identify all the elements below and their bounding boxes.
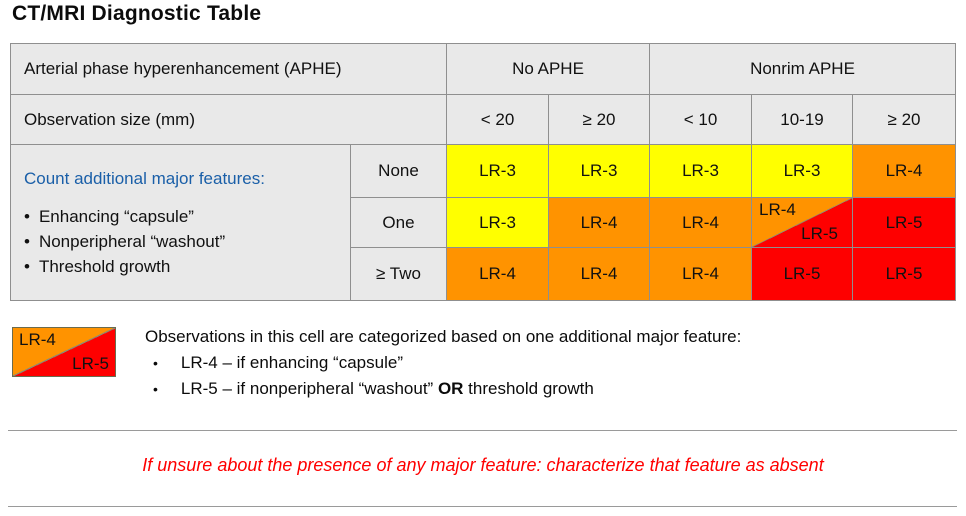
warning-text: If unsure about the presence of any majo… — [142, 455, 824, 475]
lr-cell: LR-3 — [447, 198, 549, 248]
legend-item-text: LR-5 – if nonperipheral “washout” OR thr… — [180, 379, 594, 398]
size-col-header-ge20b: ≥ 20 — [853, 95, 955, 145]
major-features-heading: Count additional major features: — [24, 169, 265, 188]
feature-item: • Enhancing “capsule” — [24, 204, 342, 229]
lr4-lr5-legend-swatch: LR-4 LR-5 — [12, 327, 116, 377]
size-col-header-ge20: ≥ 20 — [549, 95, 650, 145]
legend-swatch-bottom-right-label: LR-5 — [72, 354, 109, 373]
count-one-cell: One — [351, 198, 447, 248]
split-cell-top-left-label: LR-4 — [759, 200, 796, 219]
feature-item: • Threshold growth — [24, 254, 342, 279]
lr-cell: LR-5 — [853, 198, 955, 248]
no-aphe-label: No APHE — [512, 59, 584, 78]
no-aphe-header-cell: No APHE — [447, 44, 650, 95]
bullet-icon: • — [153, 355, 158, 371]
lr-cell: LR-4 — [549, 198, 650, 248]
lr-cell: LR-5 — [853, 248, 955, 300]
legend-item: • LR-5 – if nonperipheral “washout” OR t… — [153, 376, 955, 402]
count-none-cell: None — [351, 145, 447, 198]
aphe-header-cell: Arterial phase hyperenhancement (APHE) — [11, 44, 447, 95]
split-cell-bottom-right-label: LR-5 — [801, 224, 838, 243]
divider-line — [8, 430, 957, 431]
size-col-header-lt20: < 20 — [447, 95, 549, 145]
legend-swatch-top-left-label: LR-4 — [19, 330, 56, 349]
divider-line — [8, 506, 957, 507]
page-title: CT/MRI Diagnostic Table — [12, 2, 262, 25]
lr-cell: LR-4 — [650, 198, 752, 248]
bullet-icon: • — [24, 232, 30, 251]
feature-item: • Nonperipheral “washout” — [24, 229, 342, 254]
observation-size-label: Observation size (mm) — [24, 109, 195, 129]
feature-label: Threshold growth — [38, 257, 171, 276]
bullet-icon: • — [153, 381, 158, 397]
lr-cell: LR-3 — [447, 145, 549, 198]
nonrim-aphe-header-cell: Nonrim APHE — [650, 44, 955, 95]
nonrim-aphe-label: Nonrim APHE — [750, 59, 855, 78]
aphe-header-label: Arterial phase hyperenhancement (APHE) — [24, 59, 342, 78]
legend-intro: Observations in this cell are categorize… — [145, 327, 742, 346]
lr-cell: LR-5 — [752, 248, 853, 300]
lr-cell: LR-3 — [650, 145, 752, 198]
legend-text: Observations in this cell are categorize… — [145, 324, 955, 402]
size-col-header-10-19: 10-19 — [752, 95, 853, 145]
size-col-header-lt10: < 10 — [650, 95, 752, 145]
legend-item-text: LR-4 – if enhancing “capsule” — [180, 353, 403, 372]
lr-cell: LR-4 — [549, 248, 650, 300]
feature-label: Nonperipheral “washout” — [38, 232, 226, 251]
lr-cell: LR-4 — [853, 145, 955, 198]
count-two-cell: ≥ Two — [351, 248, 447, 300]
legend-list: • LR-4 – if enhancing “capsule” • LR-5 –… — [145, 350, 955, 402]
observation-size-header-cell: Observation size (mm) — [11, 95, 447, 145]
lr-cell: LR-3 — [752, 145, 853, 198]
diagnostic-table: Arterial phase hyperenhancement (APHE) N… — [10, 43, 956, 301]
major-features-list: • Enhancing “capsule” • Nonperipheral “w… — [24, 204, 342, 279]
lr-cell: LR-4 — [650, 248, 752, 300]
lr-cell: LR-4 — [447, 248, 549, 300]
lr4-lr5-split-cell: LR-4 LR-5 — [752, 198, 853, 248]
legend-item: • LR-4 – if enhancing “capsule” — [153, 350, 955, 376]
bullet-icon: • — [24, 207, 30, 226]
bullet-icon: • — [24, 257, 30, 276]
major-features-cell: Count additional major features: • Enhan… — [11, 145, 351, 300]
lr-cell: LR-3 — [549, 145, 650, 198]
feature-label: Enhancing “capsule” — [38, 207, 194, 226]
